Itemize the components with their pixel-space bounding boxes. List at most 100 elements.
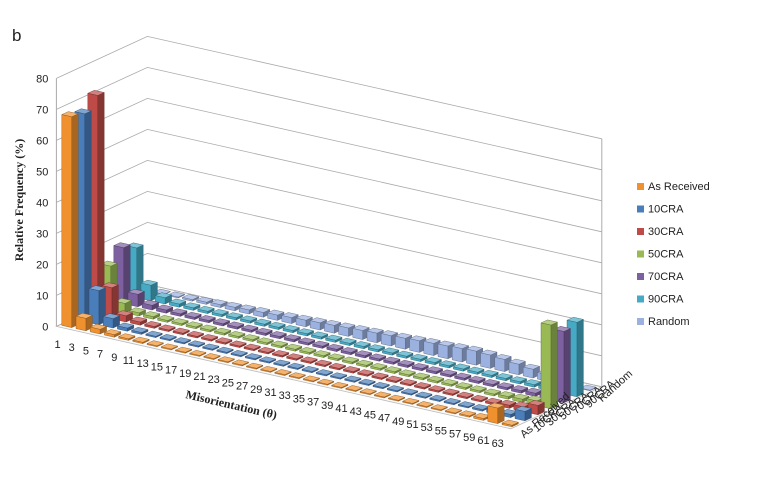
bar-front	[385, 378, 397, 384]
bar	[469, 385, 488, 394]
bar	[268, 321, 286, 330]
bar-front	[268, 324, 279, 330]
bar-front	[497, 385, 508, 391]
bar	[429, 394, 447, 402]
bar	[174, 346, 193, 354]
bar-front	[260, 369, 271, 373]
bar-front	[285, 346, 296, 352]
bar-front	[382, 350, 393, 356]
bar-front	[342, 359, 353, 365]
bar-front	[311, 334, 322, 340]
bar-front	[202, 346, 213, 351]
legend-swatch	[637, 318, 644, 325]
bar-front	[495, 376, 507, 382]
bar-front	[169, 301, 180, 308]
bar-front	[369, 356, 380, 362]
bar	[371, 372, 389, 380]
bar	[330, 382, 349, 389]
x-tick-label: 25	[222, 377, 234, 389]
bar	[368, 353, 387, 362]
bar	[501, 419, 520, 428]
bar-front	[258, 349, 269, 355]
bar-front	[339, 340, 350, 346]
bar-side	[97, 92, 105, 316]
bar	[243, 343, 262, 352]
bar-front	[525, 390, 536, 397]
bar	[200, 334, 219, 342]
bar	[326, 343, 344, 352]
bar-front	[156, 307, 167, 314]
bar	[259, 366, 278, 373]
bar-front	[215, 340, 226, 345]
bar-front	[424, 360, 436, 366]
bar-front	[458, 404, 469, 409]
bar	[355, 359, 374, 368]
x-tick-label: 3	[69, 342, 75, 354]
x-tick-label: 45	[364, 409, 376, 421]
bar	[298, 347, 317, 355]
grid-line	[56, 66, 602, 171]
bar-front	[326, 346, 337, 352]
bar-front	[217, 359, 229, 364]
bar-front	[170, 311, 181, 317]
bar-front	[416, 404, 427, 408]
bar-front	[143, 314, 154, 320]
bar-front	[374, 394, 385, 399]
bar	[384, 366, 402, 374]
bar-front	[396, 353, 407, 359]
bar-front	[383, 359, 394, 365]
bar	[229, 340, 247, 348]
bar	[226, 321, 245, 330]
bar-front	[440, 372, 451, 378]
bar	[456, 391, 475, 400]
bar-front	[229, 343, 240, 348]
y-tick-label: 30	[36, 228, 48, 240]
bar-front	[203, 356, 214, 360]
bar-front	[274, 372, 285, 376]
bar	[439, 369, 458, 378]
bar-front	[411, 366, 423, 372]
bar-front	[430, 407, 442, 412]
bar-front	[352, 328, 363, 340]
bar	[395, 350, 414, 359]
bar-front	[344, 378, 355, 383]
bar-front	[102, 316, 114, 329]
bar	[387, 394, 406, 402]
bar	[272, 359, 291, 367]
bar	[145, 330, 163, 338]
bar-front	[452, 346, 463, 363]
x-tick-label: 59	[463, 432, 475, 444]
bar-front	[198, 318, 210, 324]
bar-front	[401, 391, 412, 396]
bar-front	[471, 397, 482, 403]
bar-front	[370, 366, 381, 371]
bar-front	[368, 347, 379, 353]
bar	[380, 330, 399, 347]
bar	[159, 334, 178, 342]
bar	[353, 341, 372, 350]
bar	[142, 311, 161, 320]
bar-front	[371, 375, 382, 380]
bar	[282, 325, 301, 334]
x-tick-label: 63	[492, 438, 504, 450]
bar-front	[366, 330, 378, 344]
bar-front	[327, 356, 339, 362]
bar	[443, 398, 462, 406]
bar-front	[158, 327, 169, 332]
bar-front	[400, 381, 411, 387]
bar-front	[437, 343, 449, 360]
bar	[255, 327, 273, 336]
bar	[116, 322, 135, 332]
bar-front	[172, 330, 184, 336]
bar	[169, 308, 188, 317]
bar	[210, 299, 228, 308]
bar-front	[473, 416, 484, 421]
bar	[394, 332, 413, 350]
bar	[400, 388, 419, 396]
bar	[458, 410, 477, 418]
bar	[238, 304, 257, 315]
bar-front	[453, 366, 464, 372]
bar	[172, 327, 191, 336]
bar-front	[358, 381, 369, 386]
